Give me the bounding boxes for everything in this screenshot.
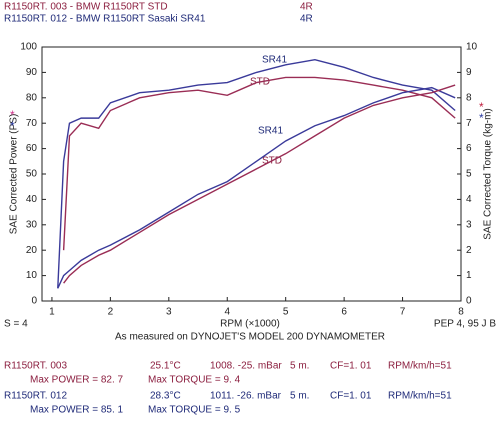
footer-ratio: RPM/km/h=51: [388, 391, 452, 402]
x-tick-label: 1: [49, 307, 55, 318]
caption: As measured on DYNOJET'S MODEL 200 DYNAM…: [115, 332, 385, 343]
y2-tick-label: 1: [466, 270, 472, 281]
footer-ratio: RPM/km/h=51: [388, 361, 452, 372]
series-line: [57, 86, 456, 289]
x-tick-label: 4: [224, 307, 230, 318]
footer-id: R1150RT. 003: [4, 361, 67, 372]
x-tick-label: 3: [166, 307, 172, 318]
header-name: R1150RT. 012 - BMW R1150RT Sasaki SR41: [4, 14, 206, 25]
marker-star: *: [479, 100, 484, 114]
y2-tick-label: 2: [466, 245, 472, 256]
footer-cf: CF=1. 01: [330, 361, 372, 372]
y2-tick-label: 5: [466, 169, 472, 180]
y2-tick-label: 3: [466, 219, 472, 230]
y2-tick-label: 4: [466, 194, 472, 205]
x-tick-label: 2: [108, 307, 114, 318]
footer: R1150RT. 003 25.1°C 1008. -25. mBar 5 m. CF=…: [4, 361, 452, 416]
annotation: SR41: [262, 55, 287, 66]
y2-tick-label: 0: [466, 296, 472, 307]
footer-max-torque: Max TORQUE = 9. 5: [148, 405, 241, 416]
footer-temp: 25.1°C: [150, 361, 181, 372]
right-note: PEP 4, 95 J B: [434, 319, 496, 330]
header-code: 4R: [300, 2, 313, 13]
series-line: [62, 76, 456, 251]
footer-max-power: Max POWER = 85. 1: [30, 405, 124, 416]
footer-distance: 5 m.: [290, 391, 309, 402]
header-code: 4R: [300, 14, 313, 25]
y-tick-label: 80: [26, 92, 38, 103]
series-line: [63, 84, 456, 284]
y-tick-label: 0: [31, 296, 37, 307]
x-axis-label: RPM (×1000): [220, 319, 280, 330]
annotation: SR41: [258, 126, 283, 137]
y2-tick-label: 7: [466, 118, 472, 129]
x-tick-label: 7: [400, 307, 406, 318]
x-tick-label: 8: [458, 307, 464, 318]
footer-pressure: 1011. -26. mBar: [210, 391, 282, 402]
y2-tick-label: 6: [466, 143, 472, 154]
y-tick-label: 30: [26, 219, 38, 230]
footer-distance: 5 m.: [290, 361, 309, 372]
y-tick-label: 90: [26, 67, 38, 78]
footer-cf: CF=1. 01: [330, 391, 372, 402]
marker-star: *: [10, 108, 15, 122]
marker-star: *: [10, 119, 15, 133]
y2-tick-label: 10: [466, 42, 478, 53]
y-tick-label: 40: [26, 194, 38, 205]
y-tick-label: 20: [26, 245, 38, 256]
y-tick-label: 60: [26, 143, 38, 154]
x-tick-label: 6: [341, 307, 347, 318]
footer-max-power: Max POWER = 82. 7: [30, 375, 124, 386]
y-tick-label: 100: [20, 42, 37, 53]
y-tick-label: 70: [26, 118, 38, 129]
marker-star: *: [479, 111, 484, 125]
x-tick-label: 5: [283, 307, 289, 318]
y-axis-label: SAE Corrected Power (PS): [9, 114, 20, 235]
footer-temp: 28.3°C: [150, 391, 181, 402]
footer-pressure: 1008. -25. mBar: [210, 361, 282, 372]
series-line: [57, 58, 456, 289]
footer-max-torque: Max TORQUE = 9. 4: [148, 375, 241, 386]
y2-tick-label: 9: [466, 67, 472, 78]
header-name: R1150RT. 003 - BMW R1150RT STD: [4, 2, 168, 13]
y-tick-label: 10: [26, 270, 38, 281]
y2-axis-label: SAE Corrected Torque (kg-m): [483, 108, 494, 240]
left-note: S = 4: [4, 319, 28, 330]
y2-tick-label: 8: [466, 92, 472, 103]
footer-id: R1150RT. 012: [4, 391, 67, 402]
y-tick-label: 50: [26, 169, 38, 180]
